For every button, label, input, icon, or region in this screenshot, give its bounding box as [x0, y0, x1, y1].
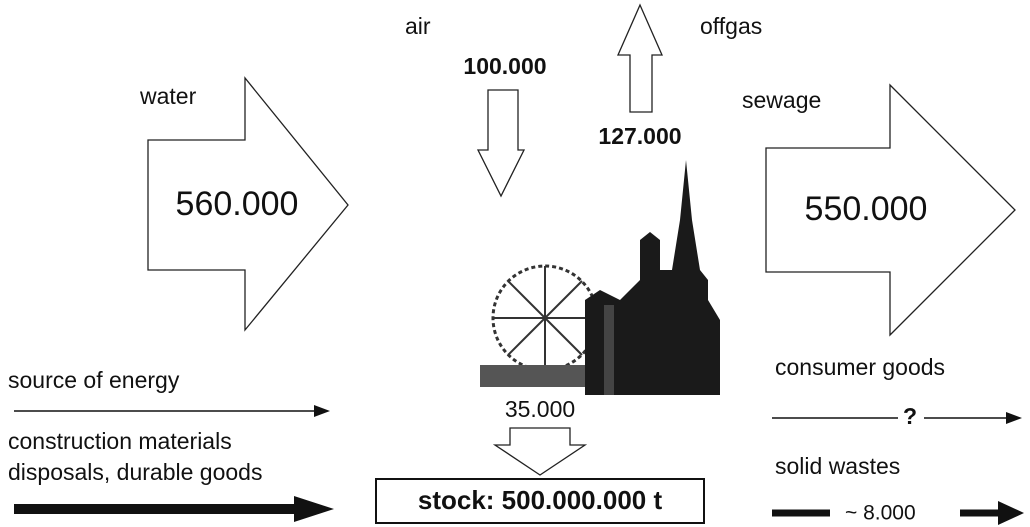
materials-label: disposals, durable goods [8, 459, 262, 485]
air-amount: 100.000 [463, 53, 546, 79]
stock-label: stock: 500.000.000 t [418, 485, 663, 515]
offgas-arrow [618, 5, 662, 112]
water-amount: 560.000 [176, 185, 299, 223]
stock-inflow: 35.000 [505, 396, 575, 422]
offgas-amount: 127.000 [598, 123, 681, 149]
air-label: air [405, 13, 431, 39]
solid-wastes-amount: ~ 8.000 [845, 502, 916, 525]
consumer-goods-amount: ? [903, 403, 917, 429]
solid-wastes-label: solid wastes [775, 453, 900, 479]
energy-label: source of energy [8, 367, 180, 393]
materials-label: construction materials [8, 428, 232, 454]
water-label: water [139, 83, 197, 109]
diagram: water 560.000 air 100.000 offgas 127.000… [0, 0, 1030, 527]
solid-wastes-arrowhead [998, 501, 1024, 525]
consumer-goods-label: consumer goods [775, 354, 945, 380]
energy-arrowhead [314, 405, 330, 417]
city-image [480, 160, 720, 395]
materials-arrowhead [294, 496, 334, 522]
offgas-label: offgas [700, 13, 762, 39]
stock-arrow [495, 428, 585, 475]
consumer-goods-arrowhead [1006, 412, 1022, 424]
sewage-label: sewage [742, 87, 821, 113]
sewage-amount: 550.000 [805, 190, 928, 228]
air-arrow [478, 90, 524, 196]
